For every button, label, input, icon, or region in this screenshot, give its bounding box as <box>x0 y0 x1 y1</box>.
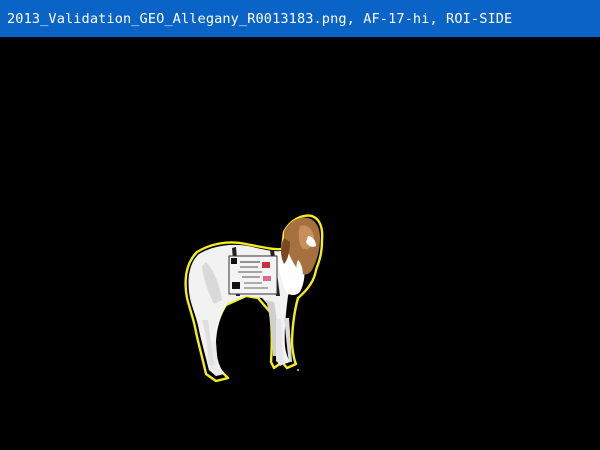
id-card <box>228 255 278 295</box>
stray-pixel <box>297 369 299 371</box>
goat-image <box>188 217 320 376</box>
image-canvas[interactable] <box>0 37 600 450</box>
segmented-image <box>184 214 324 383</box>
window-title: 2013_Validation_GEO_Allegany_R0013183.pn… <box>7 10 513 27</box>
window-titlebar[interactable]: 2013_Validation_GEO_Allegany_R0013183.pn… <box>0 0 600 37</box>
